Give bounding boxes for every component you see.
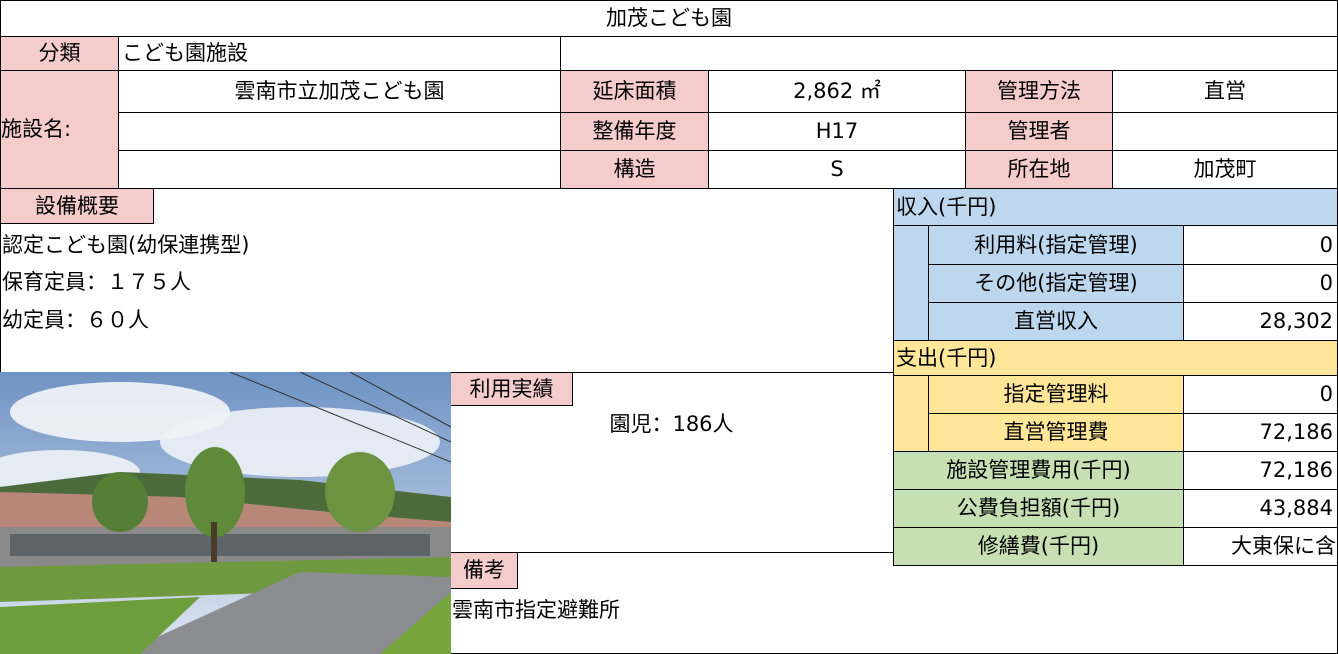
value: 大東保に含 xyxy=(1183,527,1338,566)
section-header: 収入(千円) xyxy=(893,188,1338,226)
label: 施設管理費用(千円) xyxy=(893,451,1184,490)
label: 修繕費(千円) xyxy=(893,527,1184,566)
value: 2,862 ㎡ xyxy=(708,70,966,113)
value: 28,302 xyxy=(1183,302,1338,341)
label: その他(指定管理) xyxy=(928,264,1184,303)
value: 直営 xyxy=(1112,70,1338,113)
remarks-text: 雲南市指定避難所 xyxy=(452,598,620,622)
indent xyxy=(893,375,929,452)
value: 72,186 xyxy=(1183,413,1338,452)
equipment-line: 幼定員：６０人 xyxy=(2,308,149,332)
label: 利用料(指定管理) xyxy=(928,225,1184,265)
facility-photo xyxy=(0,372,451,654)
value: 0 xyxy=(1183,225,1338,265)
empty-cell xyxy=(1112,112,1338,151)
label: 管理方法 xyxy=(965,70,1113,113)
value: 加茂町 xyxy=(1112,150,1338,189)
equipment-line: 保育定員：１７５人 xyxy=(2,270,191,294)
label: 分類 xyxy=(0,36,119,71)
empty-cell xyxy=(118,112,561,151)
value: H17 xyxy=(708,112,966,151)
usage-text: 園児：186人 xyxy=(609,412,734,436)
empty-cell xyxy=(118,150,561,189)
indent xyxy=(893,225,929,341)
label: 整備年度 xyxy=(560,112,709,151)
label: 管理者 xyxy=(965,112,1113,151)
label: 延床面積 xyxy=(560,70,709,113)
label: 直営収入 xyxy=(928,302,1184,341)
value: 0 xyxy=(1183,375,1338,414)
value: 雲南市立加茂こども園 xyxy=(118,70,561,113)
label: 所在地 xyxy=(965,150,1113,189)
equipment-line: 認定こども園(幼保連携型) xyxy=(2,233,250,257)
label: 構造 xyxy=(560,150,709,189)
label: 直営管理費 xyxy=(928,413,1184,452)
label: 施設名: xyxy=(0,70,119,189)
label: 利用実績 xyxy=(450,372,573,406)
value: 72,186 xyxy=(1183,451,1338,490)
label: 備考 xyxy=(450,552,518,589)
label: 指定管理料 xyxy=(928,375,1184,414)
label: 設備概要 xyxy=(0,188,154,224)
section-header: 支出(千円) xyxy=(893,340,1338,376)
value: こども園施設 xyxy=(118,36,561,71)
empty-cell xyxy=(560,36,1338,71)
title: 加茂こども園 xyxy=(0,0,1338,37)
value: 43,884 xyxy=(1183,489,1338,528)
value: 0 xyxy=(1183,264,1338,303)
label: 公費負担額(千円) xyxy=(893,489,1184,528)
value: S xyxy=(708,150,966,189)
